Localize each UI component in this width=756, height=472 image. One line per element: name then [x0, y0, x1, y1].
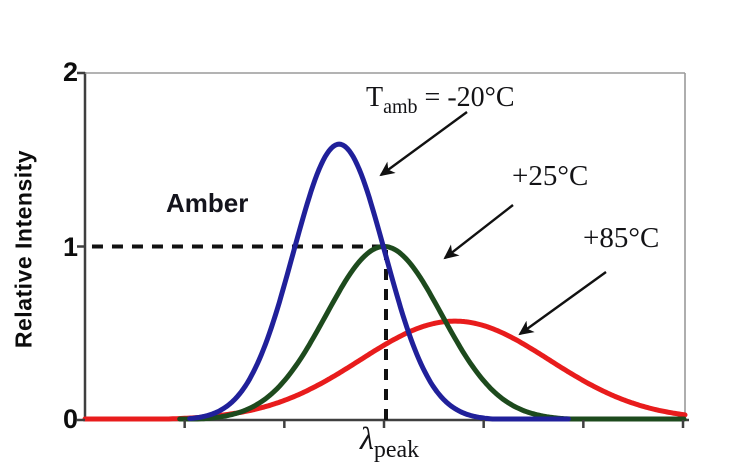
arrow-minus20c: [379, 111, 468, 177]
tamb-symbol: T: [366, 82, 384, 113]
tamb-subscript: amb: [383, 96, 418, 118]
y-tick-label-2: 2: [62, 57, 78, 87]
y-tick-label-0: 0: [62, 404, 78, 434]
annotation-arrows: [379, 111, 607, 336]
arrow-plus25c: [443, 204, 514, 260]
y-axis-label: Relative Intensity: [10, 149, 37, 349]
curve-tamb-20c: [187, 141, 571, 422]
curve-+25c: [177, 244, 687, 422]
tamb-value: = -20°C: [417, 82, 515, 113]
annotation-minus20c: Tamb = -20°C: [366, 82, 515, 119]
dashed-guides: [91, 244, 388, 420]
axis-ticks: [77, 71, 685, 428]
annotation-plus85c: +85°C: [583, 222, 660, 254]
spectrum-curves: [82, 141, 688, 422]
series-family-label-amber: Amber: [166, 188, 249, 218]
arrow-plus85c: [518, 271, 607, 336]
x-tick-label-lambda-peak: λpeak: [360, 420, 419, 464]
lambda-subscript: peak: [373, 437, 420, 463]
y-tick-label-1: 1: [62, 232, 78, 262]
lambda-symbol: λ: [360, 420, 374, 456]
annotation-plus25c: +25°C: [512, 160, 589, 192]
